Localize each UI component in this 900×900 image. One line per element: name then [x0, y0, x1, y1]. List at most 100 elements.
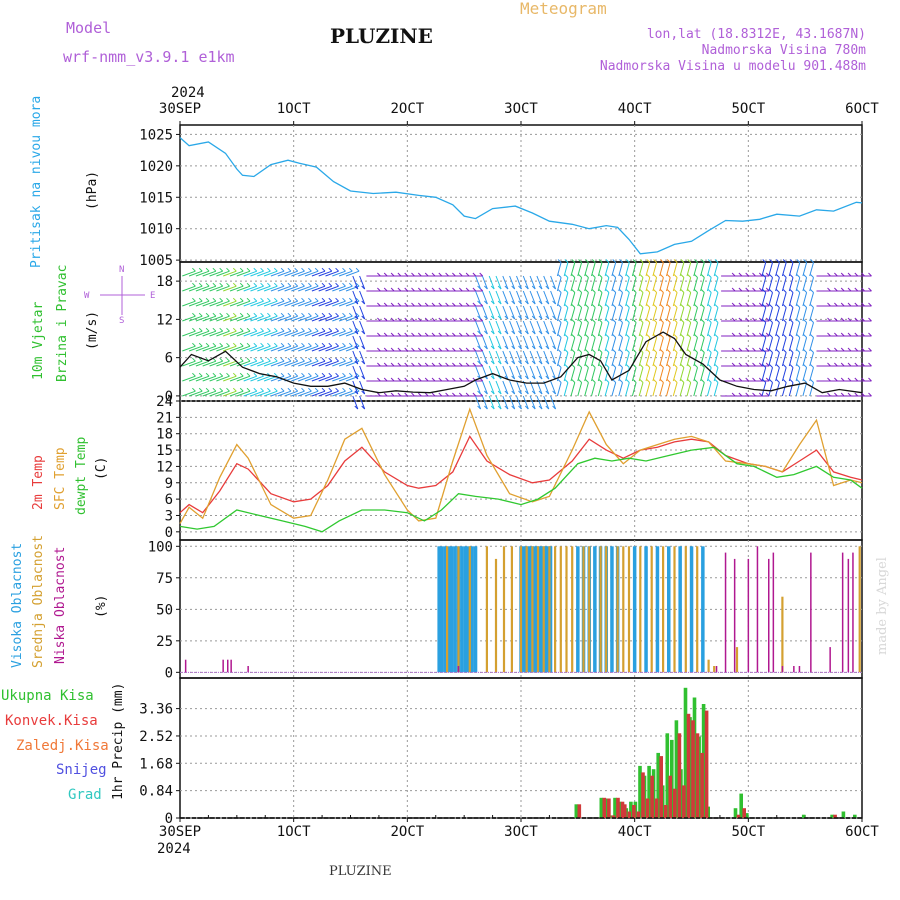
wind-barb-flag: [625, 289, 630, 293]
wind-barb-flag: [504, 390, 509, 395]
wind-barb-flag: [219, 312, 224, 317]
wind-barb: [686, 322, 692, 337]
cloud-bar-srednja-oblacnost: [605, 546, 608, 673]
wind-barb-flag: [354, 345, 359, 350]
wind-barb: [570, 382, 576, 397]
wind-unit-label: (m/s): [85, 311, 100, 350]
wind-barb: [550, 395, 557, 410]
wind-barb: [543, 335, 550, 350]
wind-barb: [318, 360, 332, 367]
wind-barb: [570, 367, 576, 382]
wind-barb: [625, 262, 630, 277]
wind-barb-flag: [673, 319, 678, 323]
wind-barb: [550, 320, 557, 335]
wind-barb-flag: [776, 259, 780, 263]
wind-barb: [291, 315, 305, 322]
wind-barb-flag: [321, 312, 326, 317]
wind-barb: [509, 395, 516, 410]
wind-barb-flag: [769, 364, 773, 368]
wind-barb: [700, 322, 705, 337]
wind-barb: [277, 285, 292, 292]
wind-barb-flag: [632, 319, 637, 323]
cloud-bar-niska-oblacnost: [247, 666, 249, 673]
wind-barb: [638, 367, 644, 382]
wind-barb-flag: [287, 357, 292, 362]
wind-barb: [488, 350, 495, 365]
wind-barb-flag: [328, 297, 333, 302]
wind-barb: [672, 262, 678, 277]
wind-barb-flag: [762, 289, 767, 293]
wind-barb: [672, 367, 678, 382]
wind-barb-flag: [198, 372, 203, 377]
wind-barb: [795, 307, 801, 322]
wind-barb: [488, 365, 495, 380]
wind-barb-flag: [354, 390, 359, 395]
wind-barb-flag: [342, 297, 346, 302]
wind-barb: [277, 330, 292, 337]
wind-barb-flag: [660, 259, 664, 263]
wind-barb-flag: [687, 289, 692, 293]
wind-barb: [516, 335, 522, 350]
wind-barb-flag: [803, 319, 807, 323]
wind-barb-flag: [192, 342, 196, 347]
wind-barb-flag: [342, 327, 346, 332]
wind-barb-flag: [782, 274, 787, 278]
wind-barb: [209, 285, 223, 292]
wind-barb: [577, 292, 583, 307]
wind-barb: [768, 382, 773, 397]
compass-e-label: E: [150, 291, 155, 301]
wind-barb: [563, 277, 569, 292]
model-altitude-text: Nadmorska Visina u modelu 901.488m: [600, 59, 866, 74]
wind-barb-flag: [653, 364, 657, 368]
wind-barb: [209, 300, 223, 307]
wind-barb-flag: [571, 274, 576, 278]
wind-barb-flag: [253, 327, 258, 332]
top-tick-label: 2OCT: [390, 101, 424, 117]
wind-barb-flag: [789, 364, 794, 368]
wind-barb: [666, 277, 671, 292]
wind-barb: [481, 380, 488, 395]
wind-barb: [195, 390, 210, 397]
wind-barb-flag: [769, 379, 773, 383]
wind-barb-flag: [342, 312, 346, 317]
wind-barb: [298, 315, 312, 322]
wind-barb: [679, 352, 685, 367]
wind-barb: [352, 305, 359, 320]
wind-barb: [236, 345, 251, 352]
wind-barb: [338, 270, 353, 277]
wind-barb-flag: [769, 274, 773, 278]
wind-barb: [209, 375, 223, 382]
wind-barb-flag: [511, 405, 516, 410]
wind-barb: [666, 352, 671, 367]
wind-barb: [291, 270, 305, 277]
wind-barb-flag: [301, 372, 305, 377]
wind-barb-flag: [810, 319, 814, 323]
wind-barb-flag: [605, 274, 610, 278]
cloud-bar-niska-oblacnost: [841, 552, 844, 673]
wind-barb: [338, 330, 353, 337]
wind-barb-flag: [585, 334, 589, 338]
wind-barb: [277, 270, 292, 277]
wind-barb: [250, 315, 264, 322]
wind-barb: [584, 307, 589, 322]
wind-barb-flag: [246, 387, 251, 392]
wind-barb-flag: [680, 364, 685, 368]
precip-bar-konvek-kisa: [627, 811, 632, 818]
wind-barb-flag: [308, 297, 312, 302]
wind-barb: [543, 395, 550, 410]
wind-barb: [522, 320, 529, 335]
wind-barb: [338, 285, 353, 292]
wind-barb-flag: [212, 327, 217, 332]
wind-barb-flag: [328, 282, 333, 287]
wind-barb: [638, 352, 644, 367]
wind-barb: [298, 300, 312, 307]
wind-barb: [686, 292, 692, 307]
cloud-bar-visoka-oblacnost: [526, 546, 530, 673]
wind-barb-flag: [769, 304, 773, 308]
wind-barb: [597, 382, 603, 397]
wind-barb-flag: [769, 334, 773, 338]
wind-barb-flag: [545, 330, 550, 335]
wind-barb-flag: [267, 327, 271, 332]
wind-barb-flag: [673, 259, 678, 263]
wind-barb-flag: [585, 304, 589, 308]
